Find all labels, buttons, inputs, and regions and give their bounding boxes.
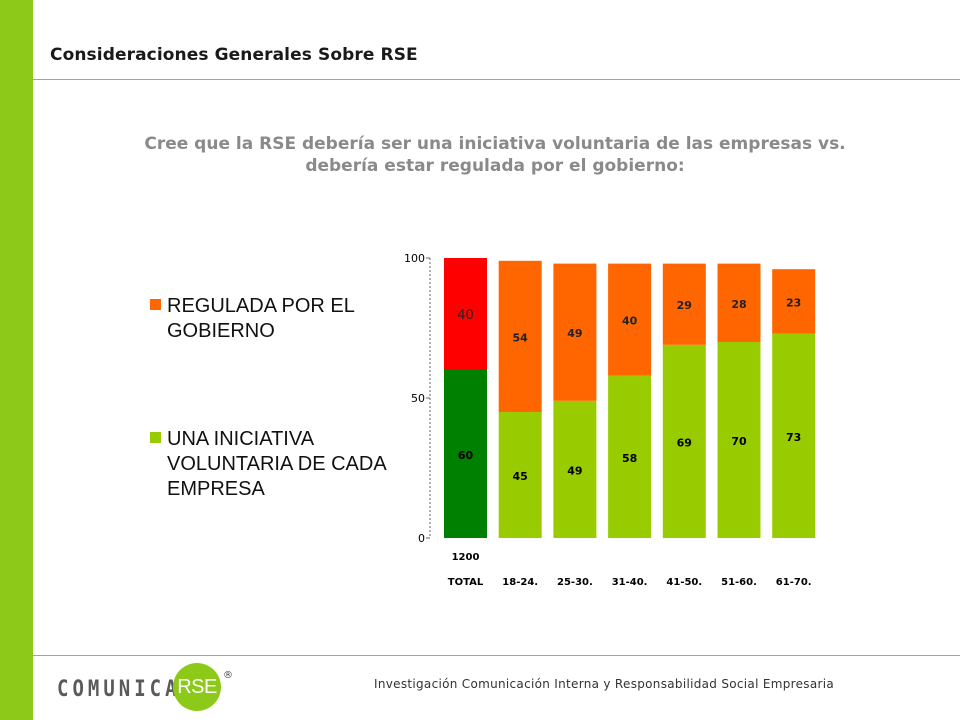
question-line-2: debería estar regulada por el gobierno: [305,156,685,176]
bar-voluntaria [444,370,487,538]
bar-voluntaria [772,333,816,538]
legend-swatch-regulada [150,299,161,310]
bar-regulada [444,258,487,370]
question-text: Cree que la RSE debería ser una iniciati… [60,133,930,177]
x-tick-label: 41-50. [666,577,702,588]
x-tick-label: 61-70. [776,577,812,588]
data-label-voluntaria: 60 [458,449,474,462]
legend-swatch-voluntaria [150,432,161,443]
legend-label-regulada: REGULADA POR EL GOBIERNO [167,294,407,344]
legend-label-voluntaria-line-3: EMPRESA [167,478,265,500]
x-tick-label: 25-30. [557,577,593,588]
base-count-label: 1200 [452,552,480,563]
footer-divider [33,655,960,656]
bar-regulada [553,263,597,401]
x-tick-label: 18-24. [502,577,538,588]
footer-text: Investigación Comunicación Interna y Res… [373,677,834,691]
legend-label-voluntaria-line-1: UNA INICIATIVA [167,428,315,450]
x-tick-label: TOTAL [448,577,484,588]
data-label-voluntaria: 58 [622,452,637,465]
accent-side-bar [0,0,33,720]
y-tick-label: 50 [411,392,425,405]
data-label-voluntaria: 49 [567,464,582,477]
legend-label-voluntaria: UNA INICIATIVA VOLUNTARIA DE CADA EMPRES… [167,427,407,502]
data-label-regulada: 40 [457,308,474,323]
logo-circle: RSE [173,663,221,711]
y-tick-label: 0 [418,532,425,545]
comunica-rse-logo: COMUNICA RSE ® [57,660,247,715]
bar-regulada [662,263,706,345]
data-label-voluntaria: 69 [677,436,692,449]
bar-voluntaria [717,342,761,538]
question-line-1: Cree que la RSE debería ser una iniciati… [144,134,846,154]
bar-voluntaria [498,412,542,538]
x-tick-label: 31-40. [612,577,648,588]
header-divider [33,79,960,80]
data-label-voluntaria: 45 [513,470,528,483]
data-label-regulada: 40 [622,315,638,328]
data-label-regulada: 49 [567,327,582,340]
bar-regulada [772,269,816,334]
bar-regulada [717,263,761,342]
legend-label-regulada-line-1: REGULADA POR EL [167,295,355,317]
bar-voluntaria [662,344,706,538]
logo-wordmark: COMUNICA [57,676,181,702]
bar-voluntaria [553,400,597,538]
bar-regulada [498,260,542,412]
data-label-voluntaria: 70 [731,435,747,448]
y-tick-label: 100 [404,252,425,265]
registered-mark: ® [223,670,233,681]
data-label-regulada: 29 [677,299,692,312]
data-label-voluntaria: 73 [786,431,801,444]
data-label-regulada: 54 [513,331,529,344]
data-label-regulada: 28 [731,298,746,311]
legend-label-voluntaria-line-2: VOLUNTARIA DE CADA [167,453,387,475]
legend-label-regulada-line-2: GOBIERNO [167,320,275,342]
section-title: Consideraciones Generales Sobre RSE [50,45,418,65]
x-tick-label: 51-60. [721,577,757,588]
data-label-regulada: 23 [786,296,801,309]
bar-voluntaria [608,375,652,538]
bar-regulada [608,263,652,376]
